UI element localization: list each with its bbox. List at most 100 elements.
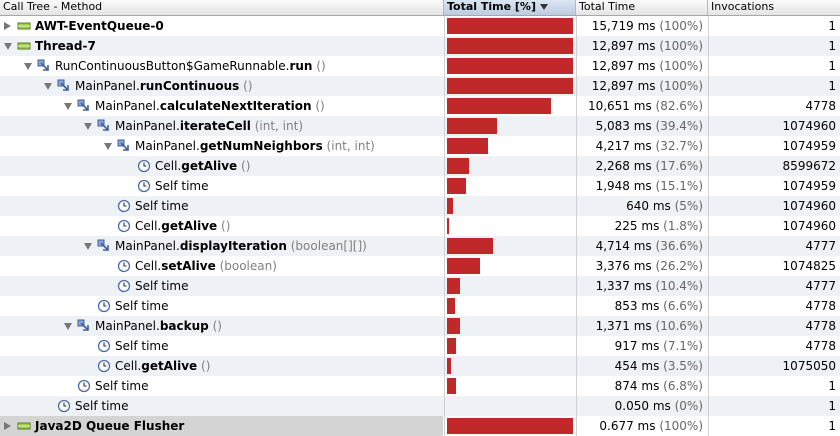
method-icon (97, 239, 111, 253)
table-row[interactable]: MainPanel.displayIteration (boolean[][])… (0, 236, 840, 256)
method-label: Self time (155, 176, 208, 196)
total-time-cell: 12,897 ms (100%) (576, 56, 707, 76)
table-row[interactable]: Self time 640 ms (5%) 1074960 (0, 196, 840, 216)
total-time-cell: 640 ms (5%) (576, 196, 707, 216)
invocations-cell: 1 (708, 376, 840, 396)
table-row[interactable]: Self time 0.050 ms (0%) 1 (0, 396, 840, 416)
thread-icon (17, 19, 31, 33)
class-name: MainPanel. (115, 239, 180, 253)
table-row[interactable]: MainPanel.runContinuous () 12,897 ms (100… (0, 76, 840, 96)
table-row[interactable]: Cell.getAlive () 2,268 ms (17.6%) 8599672 (0, 156, 840, 176)
table-row[interactable]: Cell.getAlive () 454 ms (3.5%) 1075050 (0, 356, 840, 376)
method-cell: Self time (0, 196, 443, 216)
total-time-bar (447, 78, 573, 94)
method-label: Cell.getAlive () (155, 156, 250, 176)
total-time-percent: (10.4%) (655, 279, 703, 293)
table-row[interactable]: Cell.getAlive () 225 ms (1.8%) 1074960 (0, 216, 840, 236)
table-row[interactable]: MainPanel.getNumNeighbors (int, int) 4,21… (0, 136, 840, 156)
table-row[interactable]: Self time 874 ms (6.8%) 1 (0, 376, 840, 396)
expand-toggle-icon[interactable] (104, 143, 112, 150)
method-label: Self time (115, 336, 168, 356)
table-row[interactable]: MainPanel.backup () 1,371 ms (10.6%) 4778 (0, 316, 840, 336)
method-name: setAlive (161, 259, 216, 273)
method-name: Java2D Queue Flusher (35, 419, 185, 433)
expand-toggle-icon[interactable] (4, 43, 12, 50)
table-row[interactable]: AWT-EventQueue-0 15,719 ms (100%) 1 (0, 16, 840, 36)
method-label: AWT-EventQueue-0 (35, 16, 164, 36)
method-cell: MainPanel.calculateNextIteration () (0, 96, 443, 116)
sort-descending-icon (539, 4, 548, 10)
invocations-cell: 4778 (708, 316, 840, 336)
invocations-cell: 1 (708, 36, 840, 56)
expand-toggle-icon[interactable] (24, 63, 32, 70)
collapse-toggle-icon[interactable] (4, 22, 11, 30)
column-header-total-time[interactable]: Total Time (576, 0, 708, 15)
table-row[interactable]: RunContinuousButton$GameRunnable.run () 1… (0, 56, 840, 76)
total-time-bar-cell (444, 136, 575, 156)
class-name: MainPanel. (95, 319, 160, 333)
method-label: Self time (135, 276, 188, 296)
total-time-bar-cell (444, 256, 575, 276)
call-tree-table: AWT-EventQueue-0 15,719 ms (100%) 1 Thread-… (0, 16, 840, 436)
clock-icon (137, 179, 151, 193)
total-time-percent: (5%) (674, 199, 703, 213)
total-time-value: 10,651 ms (587, 99, 656, 113)
method-label: MainPanel.getNumNeighbors (int, int) (135, 136, 375, 156)
total-time-bar (447, 138, 488, 154)
column-header-total-pct[interactable]: Total Time [%] (444, 0, 576, 15)
column-header-method[interactable]: Call Tree - Method (0, 0, 444, 15)
expand-toggle-icon[interactable] (84, 123, 92, 130)
total-time-cell: 4,217 ms (32.7%) (576, 136, 707, 156)
method-name: getNumNeighbors (199, 139, 323, 153)
expand-toggle-icon[interactable] (44, 83, 52, 90)
table-row[interactable]: Thread-7 12,897 ms (100%) 1 (0, 36, 840, 56)
class-name: MainPanel. (135, 139, 200, 153)
clock-icon (137, 159, 151, 173)
invocations-cell: 4777 (708, 236, 840, 256)
invocations-cell: 4778 (708, 96, 840, 116)
invocations-cell: 1074959 (708, 136, 840, 156)
table-row[interactable]: Self time 917 ms (7.1%) 4778 (0, 336, 840, 356)
total-time-bar (447, 418, 573, 434)
method-label: MainPanel.calculateNextIteration () (95, 96, 325, 116)
method-icon (77, 99, 91, 113)
thread-icon (17, 419, 31, 433)
method-cell: MainPanel.backup () (0, 316, 443, 336)
total-time-bar-cell (444, 356, 575, 376)
total-time-bar-cell (444, 296, 575, 316)
method-label: Self time (95, 376, 148, 396)
column-header-invocations[interactable]: Invocations (708, 0, 840, 15)
invocations-cell: 4778 (708, 336, 840, 356)
expand-toggle-icon[interactable] (64, 103, 72, 110)
total-time-bar-cell (444, 236, 575, 256)
method-cell: Cell.getAlive () (0, 216, 443, 236)
total-time-value: 12,897 ms (591, 59, 660, 73)
class-name: Self time (135, 199, 189, 213)
class-name: RunContinuousButton$GameRunnable. (55, 59, 290, 73)
table-row[interactable]: Self time 1,337 ms (10.4%) 4777 (0, 276, 840, 296)
table-row[interactable]: Cell.setAlive (boolean) 3,376 ms (26.2%) 1… (0, 256, 840, 276)
method-signature: () (217, 219, 231, 233)
total-time-value: 12,897 ms (591, 79, 660, 93)
table-row[interactable]: MainPanel.iterateCell (int, int) 5,083 ms… (0, 116, 840, 136)
table-row[interactable]: Self time 853 ms (6.6%) 4778 (0, 296, 840, 316)
total-time-cell: 0.677 ms (100%) (576, 416, 707, 436)
total-time-percent: (6.6%) (663, 299, 703, 313)
method-name: runContinuous (139, 79, 240, 93)
method-name: backup (159, 319, 209, 333)
expand-toggle-icon[interactable] (84, 243, 92, 250)
method-label: Cell.getAlive () (135, 216, 230, 236)
table-row[interactable]: MainPanel.calculateNextIteration () 10,65… (0, 96, 840, 116)
method-icon (97, 119, 111, 133)
expand-toggle-icon[interactable] (64, 323, 72, 330)
table-row[interactable]: Self time 1,948 ms (15.1%) 1074959 (0, 176, 840, 196)
class-name: MainPanel. (115, 119, 180, 133)
class-name: MainPanel. (75, 79, 140, 93)
collapse-toggle-icon[interactable] (4, 422, 11, 430)
total-time-bar (447, 198, 453, 214)
table-row[interactable]: Java2D Queue Flusher 0.677 ms (100%) 1 (0, 416, 840, 436)
total-time-percent: (6.8%) (663, 379, 703, 393)
total-time-cell: 2,268 ms (17.6%) (576, 156, 707, 176)
method-cell: RunContinuousButton$GameRunnable.run () (0, 56, 443, 76)
method-name: AWT-EventQueue-0 (35, 19, 164, 33)
